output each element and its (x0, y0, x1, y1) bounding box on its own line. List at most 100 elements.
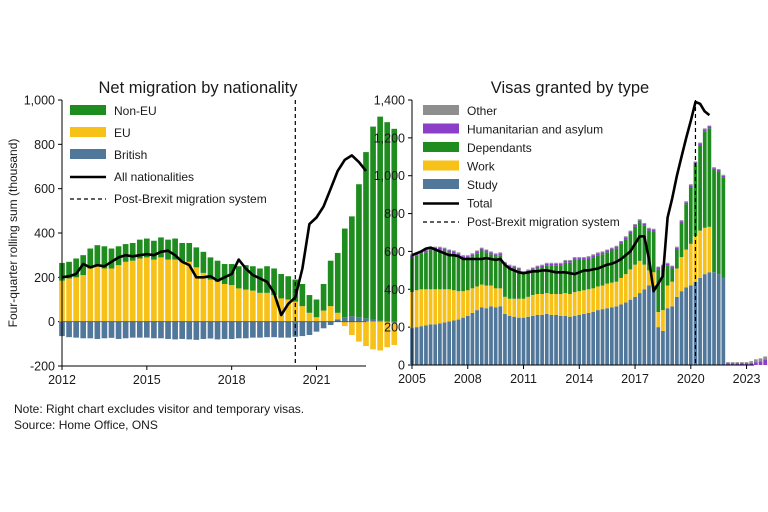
bar-segment-eu (73, 277, 79, 322)
bar-segment-dependants (563, 262, 568, 294)
bar-segment-non-eu (73, 258, 79, 278)
bar-segment-other (498, 252, 503, 254)
bar-segment-non-eu (370, 126, 376, 320)
bar-segment-study (526, 316, 531, 365)
chart-source: Source: Home Office, ONS (14, 418, 158, 432)
bar-segment-humanitarian-and-asylum (637, 220, 642, 223)
bar-segment-humanitarian-and-asylum (456, 253, 461, 256)
bar-segment-other (563, 259, 568, 261)
bar-segment-work (698, 230, 702, 278)
legend-swatch-dependants (423, 142, 459, 152)
bar-segment-eu (94, 266, 101, 322)
bar-segment-other (684, 201, 689, 203)
bar-segment-non-eu (87, 248, 94, 269)
bar-segment-non-eu (264, 266, 270, 293)
y-axis-label: Four-quarter rolling sum (thousand) (6, 139, 20, 328)
bar-segment-work (609, 282, 614, 308)
y-tick-label: -200 (30, 360, 55, 374)
bar-segment-dependants (600, 254, 605, 286)
bar-segment-dependants (530, 270, 535, 295)
bar-segment-eu (172, 259, 178, 322)
bar-segment-work (568, 294, 572, 317)
bar-segment-work (521, 298, 526, 318)
bar-segment-humanitarian-and-asylum (438, 247, 442, 250)
bar-segment-work (475, 286, 479, 311)
bar-segment-dependants (438, 249, 442, 290)
y-tick-label: 1,000 (24, 94, 55, 108)
bar-segment-british (306, 321, 313, 335)
bar-segment-work (647, 270, 651, 286)
legend-swatch-non-eu (70, 105, 106, 115)
bar-segment-study (489, 306, 493, 365)
bar-segment-humanitarian-and-asylum (563, 260, 568, 263)
bar-segment-study (637, 293, 642, 365)
bar-segment-other (726, 362, 730, 364)
bar-segment-dependants (424, 252, 428, 290)
bar-segment-humanitarian-and-asylum (647, 228, 651, 231)
bar-segment-other (568, 259, 572, 261)
bar-segment-dependants (442, 250, 447, 290)
x-tick-label: 2018 (218, 373, 246, 387)
bar-segment-work (507, 298, 512, 316)
legend: Non-EU EU British All nationalities Post-Bre… (70, 104, 267, 206)
bar-segment-humanitarian-and-asylum (628, 231, 633, 234)
bar-segment-other (675, 246, 679, 248)
bar-segment-other (651, 228, 656, 230)
bar-segment-dependants (479, 250, 484, 285)
bar-segment-british (292, 321, 299, 337)
y-tick-label: 0 (48, 315, 55, 329)
bar-segment-non-eu (66, 261, 72, 279)
bar-segment-humanitarian-and-asylum (651, 229, 656, 232)
x-tick-label: 2011 (510, 372, 537, 386)
bar-segment-dependants (465, 258, 470, 291)
bar-segment-british (73, 321, 79, 338)
bar-segment-british (271, 321, 277, 338)
bar-segment-study (721, 277, 726, 365)
bar-segment-other (609, 247, 614, 249)
bar-segment-dependants (554, 265, 558, 295)
bar-segment-dependants (614, 248, 619, 282)
bar-segment-dependants (721, 177, 726, 278)
bar-segment-eu (228, 285, 235, 322)
bar-segment-dependants (665, 265, 670, 286)
bar-segment-british (66, 321, 72, 338)
bar-segment-work (433, 289, 438, 325)
bar-segment-study (503, 313, 507, 365)
bar-segment-study (568, 316, 572, 365)
chart-note: Note: Right chart excludes visitor and t… (14, 402, 305, 416)
bar-segment-study (419, 326, 424, 365)
bar-segment-british (158, 321, 164, 339)
bar-segment-other (433, 246, 438, 248)
bar-segment-work (530, 294, 535, 316)
bar-segment-non-eu (200, 251, 207, 273)
bar-segment-study (572, 315, 577, 365)
y-tick-label: 800 (34, 138, 55, 152)
bar-segment-work (451, 290, 456, 321)
bar-segment-eu (101, 268, 108, 322)
bar-segment-british (207, 321, 214, 339)
x-tick-label: 2021 (303, 373, 331, 387)
bar-segment-work (526, 296, 531, 317)
bar-segment-work (563, 293, 568, 316)
bar-segment-study (530, 315, 535, 365)
legend-label-work: Work (467, 160, 496, 174)
bar-segment-study (651, 285, 656, 365)
bar-segment-british (200, 321, 207, 339)
y-tick-label: 0 (398, 359, 405, 373)
bar-segment-study (465, 315, 470, 365)
bar-segment-british (80, 321, 87, 339)
total-line (411, 100, 711, 293)
x-tick-label: 2020 (677, 372, 705, 386)
bar-segment-eu (165, 259, 171, 322)
bar-segment-study (688, 285, 693, 365)
bar-segment-work (554, 294, 558, 315)
bar-segment-british (334, 319, 341, 322)
bar-segment-humanitarian-and-asylum (554, 263, 558, 266)
bar-segment-work (484, 285, 489, 309)
bar-segment-eu (356, 321, 362, 342)
bar-segment-british (363, 318, 369, 322)
bar-segment-non-eu (299, 283, 306, 307)
bar-segment-eu (151, 259, 157, 322)
bar-segment-non-eu (320, 283, 327, 311)
bar-segment-non-eu (221, 264, 228, 284)
